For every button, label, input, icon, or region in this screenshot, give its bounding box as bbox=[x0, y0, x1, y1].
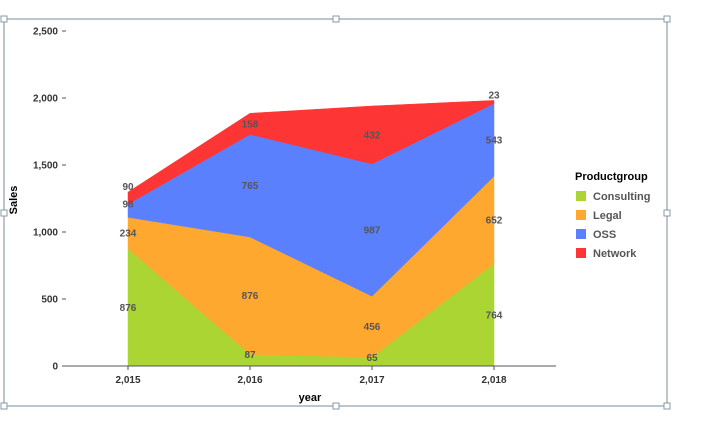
legend-swatch-network[interactable] bbox=[576, 248, 586, 258]
data-label-oss: 765 bbox=[242, 181, 259, 192]
x-tick-label: 2,015 bbox=[115, 375, 140, 386]
resize-handle[interactable] bbox=[332, 402, 340, 410]
y-tick-label: 500 bbox=[41, 295, 58, 306]
legend-label-network[interactable]: Network bbox=[593, 248, 637, 260]
x-tick-label: 2,017 bbox=[359, 375, 384, 386]
x-tick-label: 2,018 bbox=[481, 375, 506, 386]
data-label-oss: 98 bbox=[122, 200, 134, 211]
legend-label-legal[interactable]: Legal bbox=[593, 210, 622, 222]
resize-handle[interactable] bbox=[0, 209, 8, 217]
resize-handle[interactable] bbox=[0, 402, 8, 410]
y-axis-title: Sales bbox=[8, 186, 20, 215]
data-label-legal: 652 bbox=[486, 215, 503, 226]
legend: Productgroup Consulting Legal OSS Network bbox=[575, 171, 650, 260]
data-label-consulting: 876 bbox=[120, 303, 137, 314]
data-label-legal: 456 bbox=[364, 322, 381, 333]
data-label-oss: 543 bbox=[486, 135, 503, 146]
resize-handle[interactable] bbox=[663, 402, 671, 410]
data-label-consulting: 764 bbox=[486, 310, 503, 321]
area-series bbox=[127, 100, 495, 367]
resize-handle[interactable] bbox=[663, 15, 671, 23]
data-label-legal: 234 bbox=[120, 228, 137, 239]
data-label-consulting: 65 bbox=[366, 353, 378, 364]
data-label-network: 158 bbox=[242, 119, 259, 130]
data-label-network: 90 bbox=[122, 182, 134, 193]
x-axis-title: year bbox=[299, 392, 322, 404]
y-tick-label: 1,500 bbox=[33, 161, 58, 172]
data-label-consulting: 87 bbox=[244, 350, 256, 361]
resize-handle[interactable] bbox=[332, 15, 340, 23]
y-tick-label: 1,000 bbox=[33, 228, 58, 239]
data-label-network: 432 bbox=[364, 131, 381, 142]
y-tick-label: 2,500 bbox=[33, 27, 58, 38]
legend-title: Productgroup bbox=[575, 171, 648, 183]
resize-handle[interactable] bbox=[663, 209, 671, 217]
area-network[interactable] bbox=[127, 100, 495, 205]
legend-swatch-oss[interactable] bbox=[576, 229, 586, 239]
legend-swatch-consulting[interactable] bbox=[576, 191, 586, 201]
x-tick-label: 2,016 bbox=[237, 375, 262, 386]
data-label-legal: 876 bbox=[242, 291, 259, 302]
data-label-oss: 987 bbox=[364, 226, 381, 237]
legend-label-consulting[interactable]: Consulting bbox=[593, 191, 650, 203]
data-labels: 876 87 65 764 234 876 456 652 98 765 987 543 90 158 43… bbox=[120, 90, 503, 363]
y-tick-label: 0 bbox=[52, 362, 58, 373]
legend-swatch-legal[interactable] bbox=[576, 210, 586, 220]
resize-handle[interactable] bbox=[0, 15, 8, 23]
data-label-network: 23 bbox=[488, 90, 500, 101]
y-tick-label: 2,000 bbox=[33, 94, 58, 105]
axes: 0 500 1,000 1,500 2,000 2,500 2,015 2,016 2,017 2… bbox=[8, 27, 556, 404]
legend-label-oss[interactable]: OSS bbox=[593, 229, 616, 241]
selection-handles bbox=[0, 15, 671, 410]
